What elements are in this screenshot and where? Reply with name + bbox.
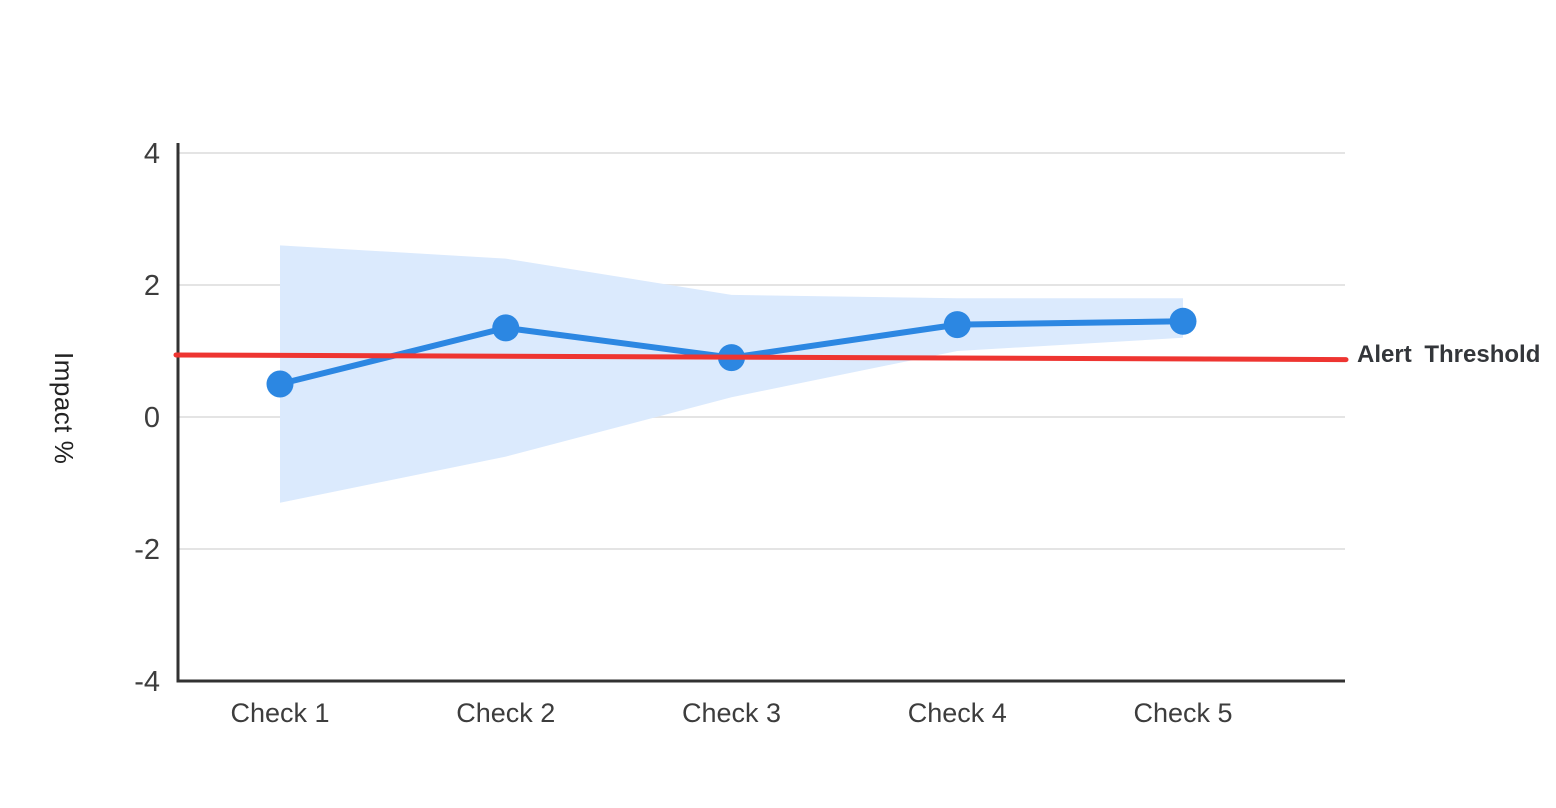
threshold-line: [173, 352, 1349, 363]
data-point-markers: [266, 307, 1197, 398]
alert-threshold-line: [173, 352, 1349, 363]
x-tick-label-check-1: Check 1: [230, 698, 329, 728]
y-tick-label--4: -4: [134, 666, 160, 698]
data-point-check-1: [266, 370, 294, 398]
confidence-band-area: [280, 245, 1183, 503]
x-tick-label-check-3: Check 3: [682, 698, 781, 728]
alert-threshold-label: Alert Threshold: [1357, 341, 1541, 368]
data-point-check-2: [492, 314, 520, 342]
y-tick-label-0: 0: [144, 402, 160, 434]
y-axis-title: Impact %: [49, 352, 79, 465]
axes: [176, 143, 1345, 683]
y-tick-labels: 4 2 0 -2 -4: [134, 138, 160, 698]
x-tick-labels: Check 1 Check 2 Check 3 Check 4 Check 5: [230, 698, 1232, 728]
confidence-band: [280, 245, 1183, 503]
x-tick-label-check-4: Check 4: [908, 698, 1007, 728]
x-tick-label-check-5: Check 5: [1133, 698, 1232, 728]
data-point-check-5: [1169, 307, 1197, 335]
y-tick-label-2: 2: [144, 270, 160, 302]
y-tick-label--2: -2: [134, 534, 160, 566]
x-tick-label-check-2: Check 2: [456, 698, 555, 728]
data-point-check-4: [943, 311, 971, 339]
y-tick-label-4: 4: [144, 138, 160, 170]
